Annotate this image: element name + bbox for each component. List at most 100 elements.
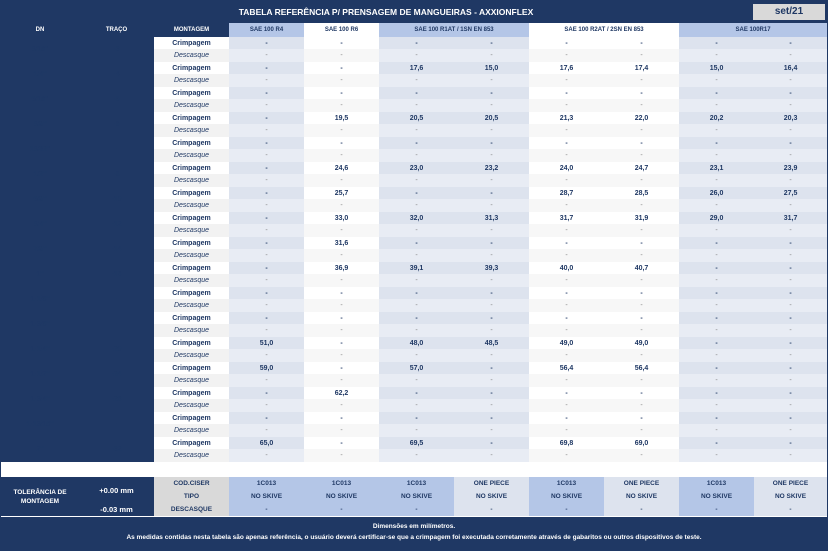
descasque-value-7: - bbox=[754, 503, 827, 516]
dn-cell: 5/8" bbox=[1, 187, 79, 212]
traco-cell: -20 bbox=[79, 337, 154, 362]
dn-cell: 13/32" bbox=[1, 137, 79, 162]
crimp-value-r17-b: - bbox=[754, 262, 828, 274]
cod-ciser-value-1: 1C013 bbox=[304, 477, 379, 490]
crimp-value-r17-b: 31,7 bbox=[754, 212, 828, 224]
crimp-value-r2at-b: - bbox=[640, 314, 643, 322]
desc-value-r4: - bbox=[229, 99, 304, 112]
cod-ciser-value-2: 1C013 bbox=[379, 477, 454, 490]
desc-value-r1at-a: - bbox=[379, 299, 454, 312]
traco-cell: - bbox=[79, 137, 154, 162]
table-row: 5/8" -10 Crimpagem -25,7- -28,7 28,5 26,0 27,5 bbox=[1, 187, 828, 212]
desc-value-r6: - bbox=[304, 324, 379, 337]
crimp-value-r17-b: - bbox=[754, 37, 828, 49]
desc-value-r17-a: - bbox=[679, 274, 755, 287]
crimp-value-r6: - bbox=[340, 314, 343, 322]
desc-value-r2at-a: - bbox=[529, 124, 605, 137]
desc-value-r17-a: - bbox=[679, 299, 755, 312]
crimp-value-r6: - bbox=[340, 339, 343, 347]
desc-value-r1at-a: - bbox=[379, 74, 454, 87]
desc-value-r17-a: - bbox=[679, 249, 755, 262]
footer-note: Dimensões em milímetros. As medidas cont… bbox=[1, 517, 827, 550]
crimp-value-r2at-a: 28,7 bbox=[559, 189, 574, 197]
desc-value-r17-a: - bbox=[679, 324, 755, 337]
crimp-value-r17-a: 29,0 bbox=[679, 212, 755, 224]
traco-cell: - bbox=[79, 412, 154, 437]
crimp-value-r1at-a: - bbox=[379, 312, 454, 324]
descasque-value-0: - bbox=[229, 503, 304, 516]
crimp-value-r17-b: - bbox=[754, 287, 828, 299]
crimp-value-r2at-b: - bbox=[640, 39, 643, 47]
crimp-label: Crimpagem bbox=[154, 162, 229, 174]
crimp-value-r4: - bbox=[229, 112, 304, 124]
crimp-value-r1at-b: 39,3 bbox=[454, 262, 530, 274]
traco-cell: - bbox=[79, 287, 154, 312]
dn-cell: 1-3/8" bbox=[1, 312, 79, 337]
crimp-value-r1at-a: 69,5 bbox=[379, 437, 454, 449]
crimp-value-r1at-a: 32,0 bbox=[379, 212, 454, 224]
desc-value-r6: - bbox=[304, 349, 379, 362]
desc-value-r17-b: - bbox=[754, 349, 828, 362]
traco-cell: -4 bbox=[79, 62, 154, 87]
desc-value-r17-b: - bbox=[754, 174, 828, 187]
cod-ciser-value-0: 1C013 bbox=[229, 477, 304, 490]
table-row-desc: Descasque - - - - - - - - bbox=[1, 49, 828, 62]
desc-value-r17-a: - bbox=[679, 424, 755, 437]
crimp-value-r17-a: 26,0 bbox=[679, 187, 755, 199]
desc-value-r2at-a: - bbox=[529, 49, 605, 62]
desc-value-r1at-b: - bbox=[454, 299, 530, 312]
traco-cell: -32 bbox=[79, 437, 154, 462]
desc-value-r17-b: - bbox=[754, 424, 828, 437]
desc-value-r1at-a: - bbox=[379, 199, 454, 212]
crimp-value-r4: - bbox=[229, 412, 304, 424]
crimp-value-r17-a: - bbox=[679, 262, 755, 274]
desc-value-r2at-a: - bbox=[529, 449, 605, 462]
desc-value-r17-a: - bbox=[679, 149, 755, 162]
desc-value-r1at-b: - bbox=[454, 424, 530, 437]
table-row: 1-13/16" - Crimpagem - - - - - - - - bbox=[1, 412, 828, 437]
crimp-value-r6: 36,9 bbox=[334, 264, 349, 272]
crimp-value-r4: - bbox=[229, 312, 304, 324]
dn-cell: 1/2" bbox=[1, 162, 79, 187]
crimp-value-r17-a: 23,1 bbox=[679, 162, 755, 174]
crimp-value-r17-a: - bbox=[679, 37, 755, 49]
desc-value-r2at-b: - bbox=[604, 74, 680, 87]
desc-value-r2at-b: - bbox=[604, 199, 680, 212]
crimp-value-r1at-b: 23,2 bbox=[454, 162, 530, 174]
table-row: 13/32" - Crimpagem - - - - - - - - bbox=[1, 137, 828, 162]
table-row: 1-1/4" -20 Crimpagem 51,0-48,0 48,5 49,0 49,0-… bbox=[1, 337, 828, 362]
descasque-value-6: - bbox=[679, 503, 754, 516]
crimp-value-r6: - bbox=[340, 414, 343, 422]
desc-value-r2at-a: - bbox=[529, 324, 605, 337]
crimp-value-r6: 31,6 bbox=[334, 239, 349, 247]
desc-value-r2at-a: - bbox=[529, 149, 605, 162]
desc-value-r17-b: - bbox=[754, 224, 828, 237]
crimp-value-r1at-a: 23,0 bbox=[379, 162, 454, 174]
crimp-value-r2at-b: 69,0 bbox=[634, 439, 649, 447]
dn-cell: 3/4" bbox=[1, 212, 79, 237]
crimp-value-r1at-b: 15,0 bbox=[454, 62, 530, 74]
desc-value-r1at-b: - bbox=[454, 49, 530, 62]
crimp-value-r4: - bbox=[229, 62, 304, 74]
crimp-value-r4: 51,0 bbox=[229, 337, 304, 349]
crimp-value-r17-b: - bbox=[754, 362, 828, 374]
crimp-value-r2at-a: - bbox=[565, 389, 568, 397]
desc-value-r4: - bbox=[229, 174, 304, 187]
crimp-value-r2at-a: 69,8 bbox=[559, 439, 574, 447]
crimp-value-r1at-a: 39,1 bbox=[379, 262, 454, 274]
desc-value-r1at-b: - bbox=[454, 349, 530, 362]
crimp-value-r4: - bbox=[229, 262, 304, 274]
desc-value-r17-a: - bbox=[679, 99, 755, 112]
desc-value-r17-a: - bbox=[679, 49, 755, 62]
crimp-value-r2at-a: 17,6 bbox=[559, 64, 574, 72]
crimp-label: Crimpagem bbox=[154, 337, 229, 349]
desc-value-r6: - bbox=[304, 299, 379, 312]
traco-cell: -8 bbox=[79, 162, 154, 187]
desc-value-r2at-b: - bbox=[604, 149, 680, 162]
crimp-value-r6: 19,5 bbox=[334, 114, 349, 122]
desc-value-r17-b: - bbox=[754, 49, 828, 62]
desc-label: Descasque bbox=[154, 324, 229, 337]
desc-value-r2at-a: - bbox=[529, 199, 605, 212]
crimp-value-r17-b: - bbox=[754, 137, 828, 149]
crimp-value-r1at-b: - bbox=[454, 312, 530, 324]
